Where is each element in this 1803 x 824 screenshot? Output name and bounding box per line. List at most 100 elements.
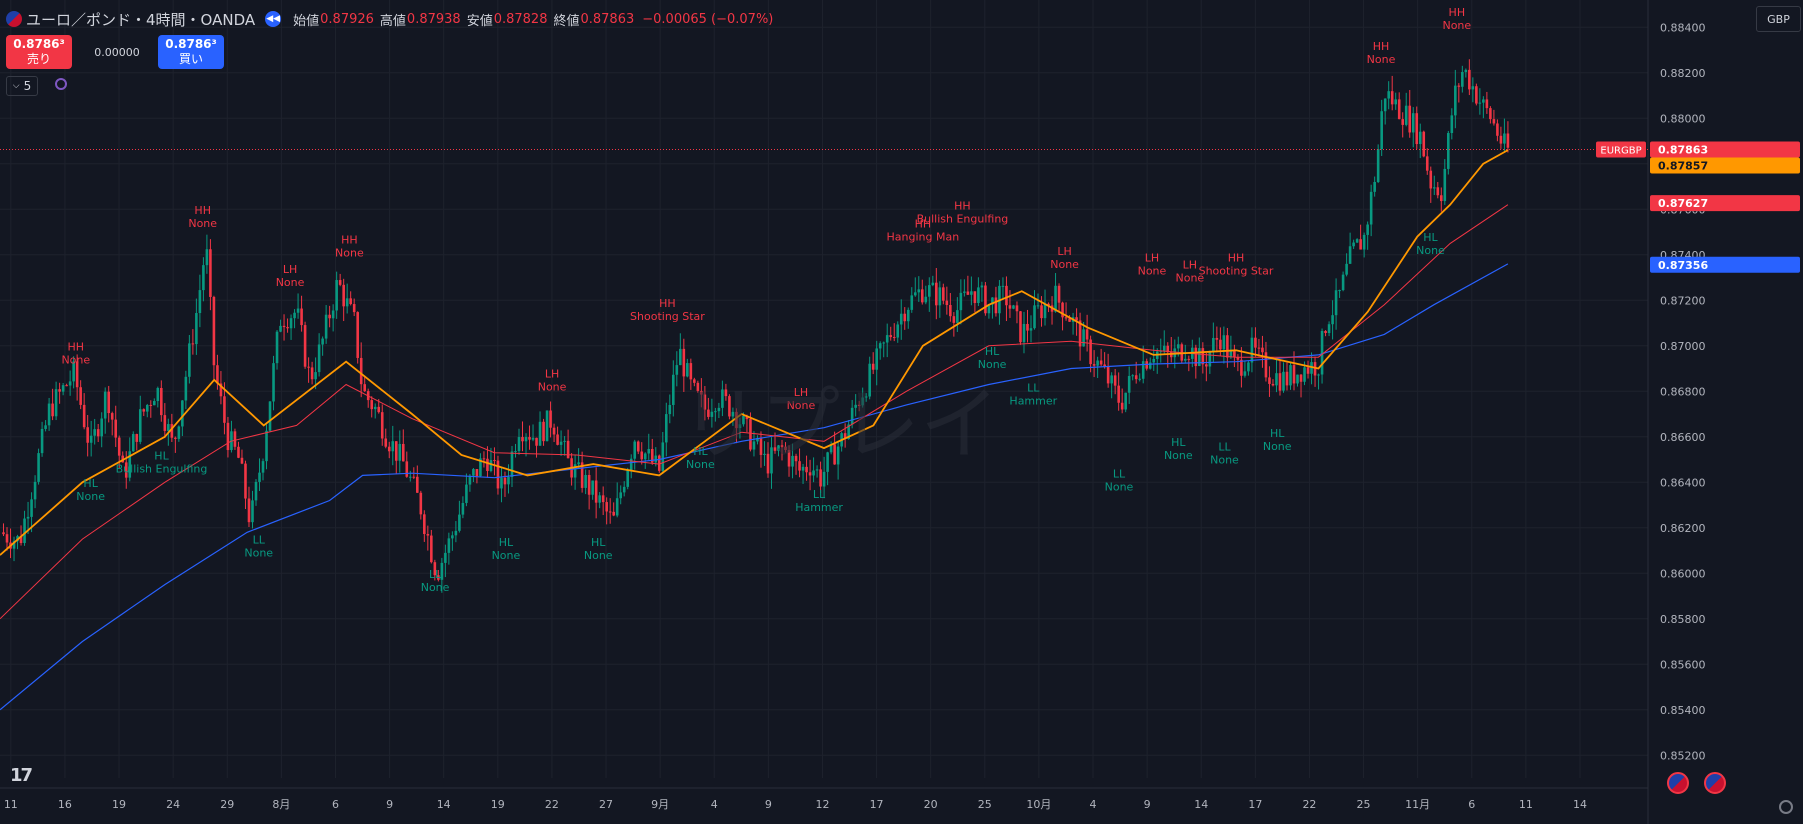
candle-body [1022,323,1026,343]
x-tick-label: 11 [4,798,18,811]
candle-body [1397,99,1401,120]
indicator-toggle[interactable]: ⌵ 5 [6,76,38,96]
candle-body [836,446,840,465]
y-tick-label: 0.86800 [1660,385,1706,398]
price-tag-value: 0.87627 [1658,197,1708,210]
candle-body [1303,367,1306,382]
candle-body [370,400,374,410]
candle-body [440,562,444,580]
candle-body [563,440,566,442]
candle-body [423,514,426,535]
uk-flag-icon[interactable] [1667,772,1689,794]
candle-body [226,422,230,451]
currency-selector[interactable]: GBP [1756,6,1801,32]
candle-body [1380,111,1383,150]
swing-label: HH [954,199,971,212]
candle-body [314,372,317,380]
pattern-label: None [1105,481,1134,494]
symbol-title[interactable]: ユーロ／ポンド・4時間・OANDA [26,10,256,29]
uk-flag-icon[interactable] [1704,772,1726,794]
candle-body [970,291,973,295]
candle-body [984,285,987,314]
candle-body [23,518,26,544]
candle-body [107,391,111,414]
pattern-label: Hammer [795,501,843,514]
x-tick-label: 14 [437,798,451,811]
candle-body [138,409,142,442]
candle-body [777,445,780,451]
replay-icon[interactable]: ◀◀ [265,11,282,27]
candle-body [1468,69,1471,90]
swing-label: LH [794,386,808,399]
pattern-label: None [1367,53,1396,66]
candle-body [1285,371,1289,386]
candle-body [1296,374,1299,384]
candle-body [731,411,735,417]
candle-body [279,325,282,332]
candle-body [1120,402,1124,410]
candle-body [61,385,65,392]
indicator-icon[interactable] [55,78,67,90]
candle-body [444,552,447,563]
candle-body [798,461,801,471]
candle-body [542,421,545,442]
candle-body [615,498,619,516]
candle-body [861,397,864,406]
candle-body [584,474,587,488]
candle-body [47,403,51,426]
candle-body [65,385,68,387]
candle-body [433,562,437,576]
candle-body [482,458,486,460]
candle-body [1334,290,1338,316]
candle-body [268,401,272,431]
candle-body [1113,375,1117,386]
close-label: 終値 [553,13,580,29]
candle-body [745,415,749,420]
gear-icon[interactable] [1779,800,1793,814]
candle-body [794,455,798,462]
y-tick-label: 0.85200 [1660,749,1706,762]
candle-body [1429,170,1433,189]
candle-body [1176,344,1180,349]
x-tick-label: 22 [545,798,559,811]
candle-body [68,381,72,386]
tradingview-logo-icon[interactable]: 17 [10,765,33,786]
candle-body [1489,108,1492,120]
y-tick-label: 0.86000 [1660,567,1706,580]
x-tick-label: 27 [599,798,613,811]
candle-body [686,363,689,377]
candle-body [37,453,40,482]
candle-body [219,383,223,397]
candle-body [1254,337,1257,348]
candle-body [349,298,352,305]
candle-body [324,314,328,339]
candle-body [1029,328,1033,331]
change-value: −0.00065 (−0.07%) [642,11,774,27]
candle-body [1134,375,1138,380]
candle-body [1454,85,1457,116]
candle-body [1404,105,1408,125]
buy-button[interactable]: 0.8786³ 買い [158,35,224,69]
candle-body [1106,366,1110,384]
candle-body [149,404,153,406]
candle-body [401,443,405,462]
candle-body [93,429,96,436]
candle-body [145,404,149,412]
candle-body [377,406,381,413]
low-label: 安値 [466,13,493,29]
candle-body [622,486,626,493]
candle-body [938,287,942,306]
candle-body [892,337,896,339]
candle-body [679,348,682,366]
sell-button[interactable]: 0.8786³ 売り [6,35,72,69]
pattern-label: Hammer [1009,394,1057,407]
candle-body [426,534,430,536]
price-tag-value: 0.87356 [1658,259,1708,272]
x-tick-label: 10月 [1026,798,1051,811]
candle-body [1275,373,1278,386]
swing-label: HH [341,233,358,246]
swing-label: LL [813,488,826,501]
candle-body [1166,345,1170,353]
